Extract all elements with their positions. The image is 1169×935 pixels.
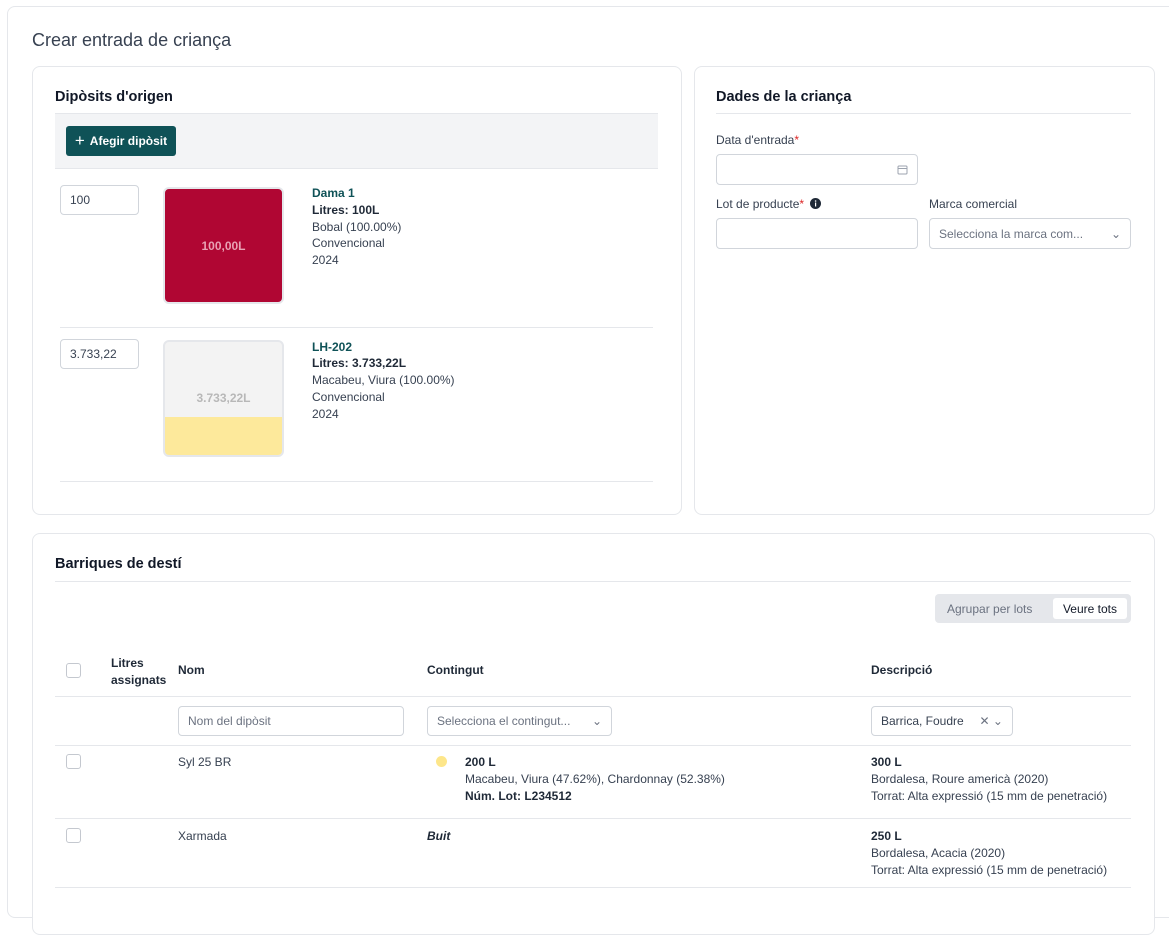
column-header: Contingut xyxy=(427,663,484,677)
tank-year: 2024 xyxy=(312,407,339,421)
lot-input[interactable] xyxy=(716,218,918,249)
select-all-checkbox[interactable] xyxy=(66,663,81,678)
content-variety: Macabeu, Viura (47.62%), Chardonnay (52.… xyxy=(465,772,725,786)
placeholder: Selecciona el contingut... xyxy=(437,714,571,728)
column-header: Nom xyxy=(178,663,205,677)
field-label: Lot de producte* xyxy=(716,197,822,211)
divider xyxy=(55,887,1131,888)
barrel-toast: Torrat: Alta expressió (15 mm de penetra… xyxy=(871,789,1108,803)
page-title: Crear entrada de criança xyxy=(32,30,232,50)
barrel-name: Syl 25 BR xyxy=(178,755,232,769)
divider xyxy=(60,481,653,482)
content-empty: Buit xyxy=(427,829,451,843)
placeholder: Selecciona la marca com... xyxy=(939,226,1084,241)
tank-fill-label: 100,00L xyxy=(201,238,246,253)
tank-kind: Convencional xyxy=(312,236,385,250)
divider xyxy=(55,745,1131,746)
divider xyxy=(55,581,1131,582)
divider xyxy=(716,113,1131,114)
column-header: Descripció xyxy=(871,663,933,677)
tank-kind: Convencional xyxy=(312,390,385,404)
tank-variety: Macabeu, Viura (100.00%) xyxy=(312,373,455,387)
tank-year: 2024 xyxy=(312,253,339,267)
calendar-icon xyxy=(897,165,908,175)
content-filter[interactable]: Selecciona el contingut... ⌄ xyxy=(427,706,612,736)
tank-fill-label: 3.733,22L xyxy=(196,391,251,405)
details-card xyxy=(694,66,1155,515)
info-icon[interactable] xyxy=(810,198,822,209)
chevron: ⌄ xyxy=(1110,226,1121,241)
tank-litres: Litres: 100L xyxy=(312,203,380,217)
date-input[interactable] xyxy=(716,154,918,185)
barrel-type: Bordalesa, Acacia (2020) xyxy=(871,846,1006,860)
row-checkbox[interactable] xyxy=(66,828,81,843)
brand-select[interactable]: Selecciona la marca com... ⌄ xyxy=(929,218,1131,249)
litres-input[interactable]: 100 xyxy=(60,185,139,215)
barrel-toast: Torrat: Alta expressió (15 mm de penetra… xyxy=(871,863,1108,877)
tank-variety: Bobal (100.00%) xyxy=(312,220,402,234)
barrel-capacity: 250 L xyxy=(871,829,902,843)
barrel-name: Xarmada xyxy=(178,829,227,843)
litres-input[interactable]: 3.733,22 xyxy=(60,339,139,369)
body: Crear entrada de criança Dipòsits d'orig… xyxy=(7,6,1169,935)
required-mark: * xyxy=(799,197,805,211)
content-dot xyxy=(436,756,447,767)
label-text: Lot de producte xyxy=(716,197,800,211)
toggle-option-active[interactable]: Veure tots xyxy=(1053,598,1127,619)
content-lot: Núm. Lot: L234512 xyxy=(465,789,572,803)
page: Crear entrada de criança {"page":{"title… xyxy=(7,6,1169,935)
filter-value: Barrica, Foudre xyxy=(881,714,964,728)
barrel-capacity: 300 L xyxy=(871,755,902,769)
content-litres: 200 L xyxy=(465,755,496,769)
description-filter[interactable]: Barrica, Foudre ✕ ⌄ xyxy=(871,706,1013,736)
tank-name[interactable]: LH-202 xyxy=(312,340,353,354)
name-filter[interactable]: Nom del dipòsit xyxy=(178,706,404,736)
add-button[interactable]: + Afegir dipòsit xyxy=(66,126,176,156)
toggle-option[interactable]: Agrupar per lots xyxy=(947,602,1033,616)
divider xyxy=(60,327,653,328)
divider xyxy=(55,696,1131,697)
tank-graphic: 100,00L xyxy=(163,187,284,304)
plus-icon: + xyxy=(74,131,85,150)
tank-litres: Litres: 3.733,22L xyxy=(312,356,407,370)
tank-graphic: 3.733,22L xyxy=(163,340,284,457)
column-header: Litres assignats xyxy=(111,656,167,687)
view-toggle: Agrupar per lots Veure tots xyxy=(935,594,1131,623)
field-label: Marca comercial xyxy=(929,197,1018,211)
section-title: Dades de la criança xyxy=(716,89,852,105)
label-text: Data d'entrada xyxy=(716,133,795,147)
button-label: Afegir dipòsit xyxy=(89,134,168,148)
required-mark: * xyxy=(794,133,800,147)
clear-chevron[interactable]: ✕ ⌄ xyxy=(979,714,1003,728)
tank-fill xyxy=(165,417,282,455)
field-label: Data d'entrada* xyxy=(716,133,799,147)
barrel-type: Bordalesa, Roure americà (2020) xyxy=(871,772,1049,786)
section-title: Barriques de destí xyxy=(55,556,182,572)
divider xyxy=(55,818,1131,819)
section-title: Dipòsits d'origen xyxy=(55,89,173,105)
row-checkbox[interactable] xyxy=(66,754,81,769)
tank-name[interactable]: Dama 1 xyxy=(312,186,355,200)
chevron: ⌄ xyxy=(591,714,602,728)
